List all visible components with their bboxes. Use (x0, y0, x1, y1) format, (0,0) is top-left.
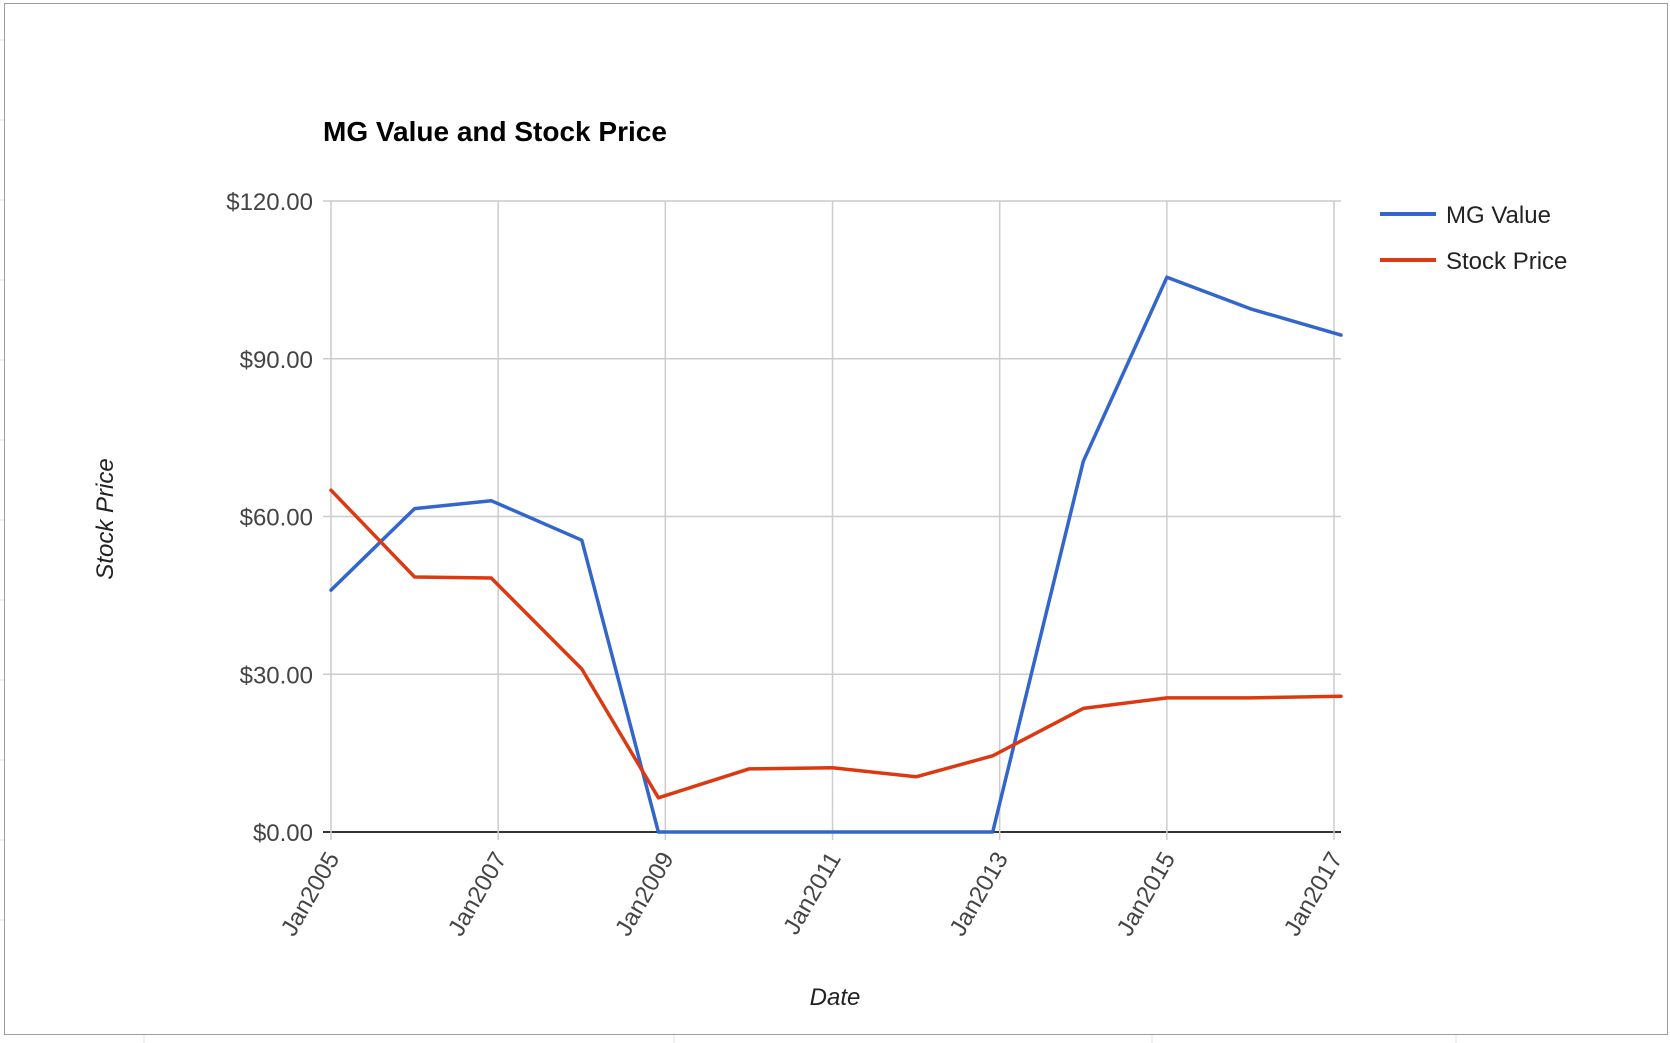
y-axis-title: Stock Price (92, 458, 119, 579)
y-tick-label: $30.00 (240, 662, 313, 689)
x-tick-label: Jan2011 (778, 848, 847, 940)
x-axis-ticks: Jan2005 Jan2007 Jan2009 Jan2011 Jan2013 Jan20… (276, 848, 1348, 941)
y-axis-ticks: $0.00 $30.00 $60.00 $90.00 $120.00 (226, 189, 313, 847)
y-tick-label: $0.00 (253, 820, 313, 847)
chart-title: MG Value and Stock Price (323, 116, 667, 147)
x-tick-label: Jan2013 (944, 848, 1013, 941)
x-axis-title: Date (810, 984, 861, 1011)
x-tick-label: Jan2005 (276, 848, 345, 941)
y-tick-label: $60.00 (240, 505, 313, 532)
y-tick-label: $90.00 (240, 347, 313, 374)
series-line-stock-price[interactable] (329, 488, 1343, 800)
x-tick-label: Jan2009 (610, 848, 679, 941)
legend-label: MG Value (1446, 202, 1551, 229)
x-tick-label: Jan2007 (443, 848, 512, 941)
series-lines (329, 275, 1343, 834)
legend-label: Stock Price (1446, 248, 1567, 275)
line-chart: $0.00$30.00$60.00$90.00$120.00 Jan2005 Ja… (92, 116, 1567, 1011)
y-tick-label: $120.00 (226, 189, 313, 216)
gridlines (323, 200, 1341, 840)
x-tick-label: Jan2015 (1112, 848, 1181, 941)
chart-container[interactable]: $0.00 $30.00 $60.00 $90.00 $120.00 Jan2005 Ja… (4, 3, 1668, 1035)
x-tick-label: Jan2017 (1279, 848, 1348, 941)
series-line-mg-value[interactable] (329, 275, 1343, 834)
legend[interactable]: MG Value Stock Price (1380, 202, 1567, 275)
